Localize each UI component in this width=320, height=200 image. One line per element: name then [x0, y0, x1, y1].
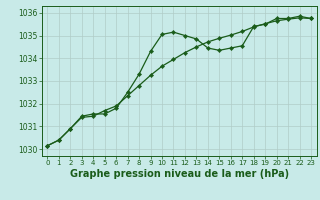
X-axis label: Graphe pression niveau de la mer (hPa): Graphe pression niveau de la mer (hPa) — [70, 169, 289, 179]
